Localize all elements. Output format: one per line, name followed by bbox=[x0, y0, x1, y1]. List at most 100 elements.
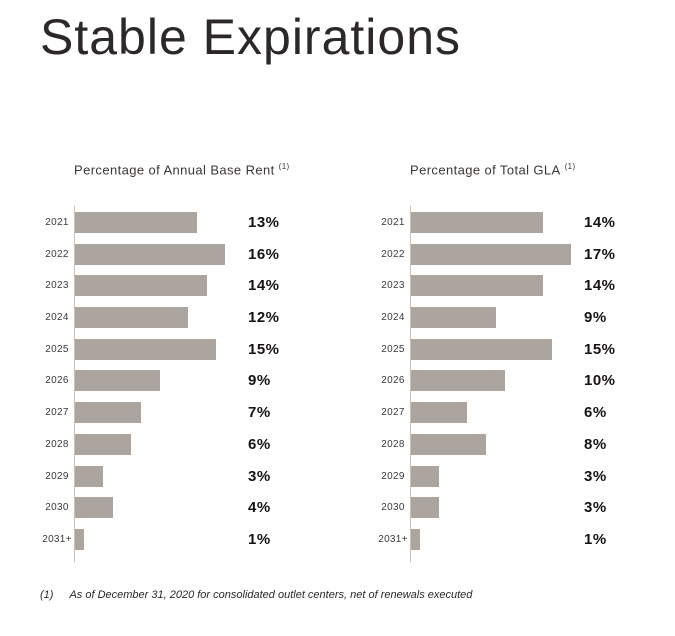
value-label: 12% bbox=[248, 309, 280, 327]
chart-row-2021: 2021 13% bbox=[40, 212, 340, 233]
chart-row-2030: 2030 4% bbox=[40, 497, 340, 519]
bar-track bbox=[410, 465, 584, 487]
bar-track bbox=[74, 212, 248, 233]
value-label: 14% bbox=[584, 214, 616, 231]
chart-row-2026: 2026 10% bbox=[376, 370, 675, 392]
bar bbox=[75, 275, 207, 297]
bar bbox=[75, 497, 113, 519]
chart-annual-base-rent: Percentage of Annual Base Rent (1) 2021 13… bbox=[40, 162, 340, 562]
y-axis-line bbox=[410, 206, 411, 562]
bar-track bbox=[410, 338, 584, 360]
year-label: 2026 bbox=[45, 375, 69, 387]
chart-row-2028: 2028 6% bbox=[40, 433, 340, 455]
chart-row-2029: 2029 3% bbox=[40, 465, 340, 487]
bar bbox=[411, 370, 505, 392]
chart-row-2025: 2025 15% bbox=[376, 338, 675, 360]
bar-track bbox=[410, 370, 584, 392]
year-label: 2030 bbox=[45, 502, 69, 514]
bar bbox=[75, 433, 132, 455]
bar bbox=[75, 465, 104, 487]
bar bbox=[411, 465, 440, 487]
bar-track bbox=[74, 465, 248, 487]
value-label: 14% bbox=[584, 277, 616, 295]
value-label: 14% bbox=[248, 277, 280, 295]
chart-title-total-gla: Percentage of Total GLA (1) bbox=[410, 162, 675, 180]
footnote-text: As of December 31, 2020 for consolidated… bbox=[69, 589, 473, 601]
bar-track bbox=[74, 497, 248, 519]
year-label: 2022 bbox=[381, 248, 405, 260]
year-label: 2029 bbox=[381, 470, 405, 482]
year-label: 2024 bbox=[45, 312, 69, 324]
year-label: 2023 bbox=[381, 280, 405, 292]
year-label: 2028 bbox=[45, 438, 69, 450]
chart-row-2031+: 2031+ 1% bbox=[376, 528, 675, 550]
chart-row-2027: 2027 6% bbox=[376, 402, 675, 424]
year-label: 2022 bbox=[45, 248, 69, 260]
bar bbox=[75, 528, 85, 550]
chart-row-2029: 2029 3% bbox=[376, 465, 675, 487]
chart-row-2021: 2021 14% bbox=[376, 212, 675, 233]
bar-track bbox=[410, 433, 584, 455]
chart-row-2026: 2026 9% bbox=[40, 370, 340, 392]
year-label: 2028 bbox=[381, 438, 405, 450]
year-label: 2025 bbox=[45, 343, 69, 355]
bar-track bbox=[410, 497, 584, 519]
bar-track bbox=[74, 243, 248, 265]
chart-row-2025: 2025 15% bbox=[40, 338, 340, 360]
footnote-marker-superscript: (1) bbox=[278, 162, 290, 171]
chart-row-2023: 2023 14% bbox=[40, 275, 340, 297]
value-label: 9% bbox=[584, 309, 607, 327]
bar bbox=[75, 307, 188, 329]
bar bbox=[411, 275, 543, 297]
bar-track bbox=[74, 402, 248, 424]
value-label: 3% bbox=[584, 467, 607, 485]
chart-total-gla: Percentage of Total GLA (1) 2021 14% 2022 17… bbox=[376, 162, 675, 562]
year-label: 2031+ bbox=[378, 533, 408, 545]
chart-row-2031+: 2031+ 1% bbox=[40, 528, 340, 550]
chart-row-2024: 2024 9% bbox=[376, 307, 675, 329]
y-axis-line bbox=[74, 206, 75, 562]
bar bbox=[411, 433, 487, 455]
bar-track bbox=[74, 433, 248, 455]
chart-title-text: Percentage of Annual Base Rent bbox=[74, 162, 275, 178]
year-label: 2024 bbox=[381, 312, 405, 324]
bars-area-total-gla: 2021 14% 2022 17% 2023 14% 2024 9% 2025 15% 2026 10… bbox=[376, 206, 675, 562]
year-label: 2026 bbox=[381, 375, 405, 387]
bar-track bbox=[74, 370, 248, 392]
bar-track bbox=[74, 528, 248, 550]
year-label: 2027 bbox=[381, 407, 405, 419]
value-label: 6% bbox=[248, 435, 271, 453]
bar-track bbox=[410, 243, 584, 265]
value-label: 9% bbox=[248, 372, 271, 390]
value-label: 17% bbox=[584, 245, 616, 263]
chart-title-annual-base-rent: Percentage of Annual Base Rent (1) bbox=[74, 162, 340, 180]
bar bbox=[75, 212, 198, 233]
value-label: 8% bbox=[584, 435, 607, 453]
value-label: 3% bbox=[584, 499, 607, 517]
value-label: 4% bbox=[248, 499, 271, 517]
bar bbox=[75, 243, 226, 265]
bars-area-annual-base-rent: 2021 13% 2022 16% 2023 14% 2024 12% 2025 15% 2026 9… bbox=[40, 206, 340, 562]
bar-track bbox=[74, 307, 248, 329]
page-title: Stable Expirations bbox=[40, 9, 462, 65]
bar bbox=[411, 402, 468, 424]
chart-row-2030: 2030 3% bbox=[376, 497, 675, 519]
value-label: 10% bbox=[584, 372, 616, 390]
year-label: 2031+ bbox=[42, 533, 72, 545]
value-label: 7% bbox=[248, 404, 271, 422]
bar bbox=[411, 212, 543, 233]
bar bbox=[75, 402, 141, 424]
chart-row-2028: 2028 8% bbox=[376, 433, 675, 455]
footnote-marker: (1) bbox=[40, 589, 54, 601]
bar-track bbox=[410, 212, 584, 233]
bar-track bbox=[410, 307, 584, 329]
year-label: 2027 bbox=[45, 407, 69, 419]
value-label: 15% bbox=[248, 340, 280, 358]
bar bbox=[75, 370, 160, 392]
value-label: 16% bbox=[248, 245, 280, 263]
year-label: 2021 bbox=[381, 217, 405, 228]
year-label: 2030 bbox=[381, 502, 405, 514]
bar-track bbox=[410, 402, 584, 424]
year-label: 2025 bbox=[381, 343, 405, 355]
